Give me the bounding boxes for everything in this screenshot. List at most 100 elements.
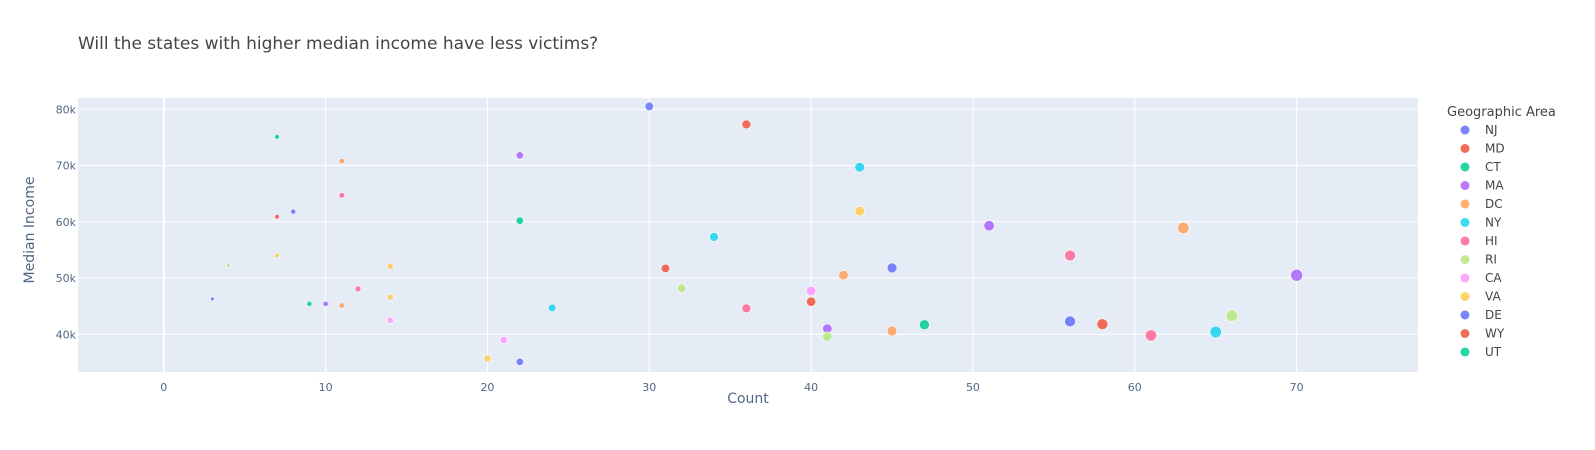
data-point-va xyxy=(854,205,865,217)
legend-label: DC xyxy=(1485,197,1503,211)
legend-label: NJ xyxy=(1485,123,1498,137)
x-tick-label: 10 xyxy=(319,381,333,394)
legend-item-de[interactable]: DE xyxy=(1460,308,1502,322)
legend-marker xyxy=(1460,310,1470,320)
data-point-hi xyxy=(741,303,752,314)
legend-label: UT xyxy=(1485,345,1502,359)
grid-lines xyxy=(78,98,1418,372)
legend-marker xyxy=(1460,329,1470,338)
data-point-ri xyxy=(226,263,231,269)
data-point-ny xyxy=(548,303,557,313)
data-point-ct xyxy=(274,134,280,140)
legend-item-ut[interactable]: UT xyxy=(1460,345,1502,359)
legend-label: HI xyxy=(1485,234,1498,248)
data-points xyxy=(210,101,1303,366)
legend-item-wy[interactable]: WY xyxy=(1460,327,1505,341)
data-point-ma xyxy=(515,151,524,160)
data-point-ny xyxy=(1209,325,1222,339)
legend-item-dc[interactable]: DC xyxy=(1460,197,1503,211)
legend-item-ca[interactable]: CA xyxy=(1460,271,1503,285)
x-tick-label: 50 xyxy=(966,381,980,394)
data-point-va xyxy=(274,252,280,259)
data-point-md xyxy=(274,213,280,220)
legend: Geographic Area NJ MD CT MA DC NY HI RI CA VA DE WY… xyxy=(1447,105,1556,359)
y-tick-label: 60k xyxy=(56,216,77,229)
legend-item-ny[interactable]: NY xyxy=(1460,216,1502,230)
legend-marker xyxy=(1460,347,1470,357)
legend-marker xyxy=(1460,199,1470,209)
data-point-dc xyxy=(338,302,345,309)
legend-item-va[interactable]: VA xyxy=(1460,290,1502,304)
data-point-ma xyxy=(1290,268,1303,282)
data-point-va xyxy=(386,293,394,301)
data-point-hi xyxy=(354,285,362,292)
chart-title: Will the states with higher median incom… xyxy=(78,34,598,54)
data-point-md xyxy=(660,263,671,274)
data-point-ca xyxy=(386,316,394,324)
data-point-nj xyxy=(210,296,215,302)
y-tick-label: 80k xyxy=(56,103,77,116)
y-axis-title: Median Income xyxy=(22,177,38,284)
data-point-ma xyxy=(322,300,329,307)
data-point-nj xyxy=(1064,315,1076,328)
legend-item-ma[interactable]: MA xyxy=(1460,179,1505,193)
x-tick-label: 20 xyxy=(480,381,494,394)
x-tick-label: 30 xyxy=(642,381,656,394)
data-point-va xyxy=(483,354,492,363)
plot-area xyxy=(78,98,1418,372)
legend-marker xyxy=(1460,273,1470,283)
legend-label: CT xyxy=(1485,160,1501,174)
data-point-hi xyxy=(338,192,345,199)
data-point-ct xyxy=(919,319,930,331)
data-point-md xyxy=(741,119,752,130)
legend-marker xyxy=(1460,181,1470,190)
data-point-nj xyxy=(290,208,297,215)
legend-marker xyxy=(1460,125,1470,135)
legend-marker xyxy=(1460,236,1470,246)
y-axis-ticks: 40k 50k 60k 70k 80k xyxy=(56,103,77,341)
data-point-dc xyxy=(838,270,849,281)
plot-background xyxy=(78,98,1418,372)
data-point-ny xyxy=(854,162,865,173)
legend-item-nj[interactable]: NJ xyxy=(1460,123,1498,137)
legend-marker xyxy=(1460,162,1470,172)
legend-label: MD xyxy=(1485,142,1505,156)
y-tick-label: 50k xyxy=(56,272,77,285)
data-point-ri xyxy=(1225,309,1239,322)
legend-item-md[interactable]: MD xyxy=(1460,142,1505,156)
legend-label: VA xyxy=(1485,290,1501,304)
legend-label: WY xyxy=(1485,327,1505,341)
legend-title: Geographic Area xyxy=(1447,105,1556,120)
data-point-md xyxy=(806,296,817,307)
legend-marker xyxy=(1460,292,1470,301)
data-point-dc xyxy=(1177,221,1190,234)
data-point-nj xyxy=(515,357,524,366)
data-point-ct xyxy=(306,300,313,307)
y-tick-label: 40k xyxy=(56,328,77,341)
legend-item-ct[interactable]: CT xyxy=(1460,160,1502,174)
data-point-ca xyxy=(806,285,817,297)
x-axis-ticks: 0 10 20 30 40 50 60 70 xyxy=(160,381,1303,394)
data-point-hi xyxy=(1064,249,1076,262)
data-point-hi xyxy=(1145,329,1157,342)
legend-label: MA xyxy=(1485,179,1504,193)
legend-item-hi[interactable]: HI xyxy=(1460,234,1498,248)
x-axis-title: Count xyxy=(727,391,769,407)
legend-marker xyxy=(1460,144,1470,153)
data-point-dc xyxy=(886,325,898,337)
data-point-ma xyxy=(983,220,995,232)
legend-item-ri[interactable]: RI xyxy=(1460,253,1497,267)
legend-label: RI xyxy=(1485,253,1497,267)
data-point-ca xyxy=(499,335,508,344)
data-point-ct xyxy=(515,216,524,225)
x-tick-label: 40 xyxy=(804,381,818,394)
x-tick-label: 70 xyxy=(1290,381,1304,394)
data-point-md xyxy=(1096,318,1109,331)
legend-label: DE xyxy=(1485,308,1502,322)
data-point-ny xyxy=(709,232,719,242)
legend-marker xyxy=(1460,218,1470,227)
legend-label: NY xyxy=(1485,216,1502,230)
legend-marker xyxy=(1460,255,1470,264)
legend-label: CA xyxy=(1485,271,1502,285)
data-point-va xyxy=(386,262,394,270)
